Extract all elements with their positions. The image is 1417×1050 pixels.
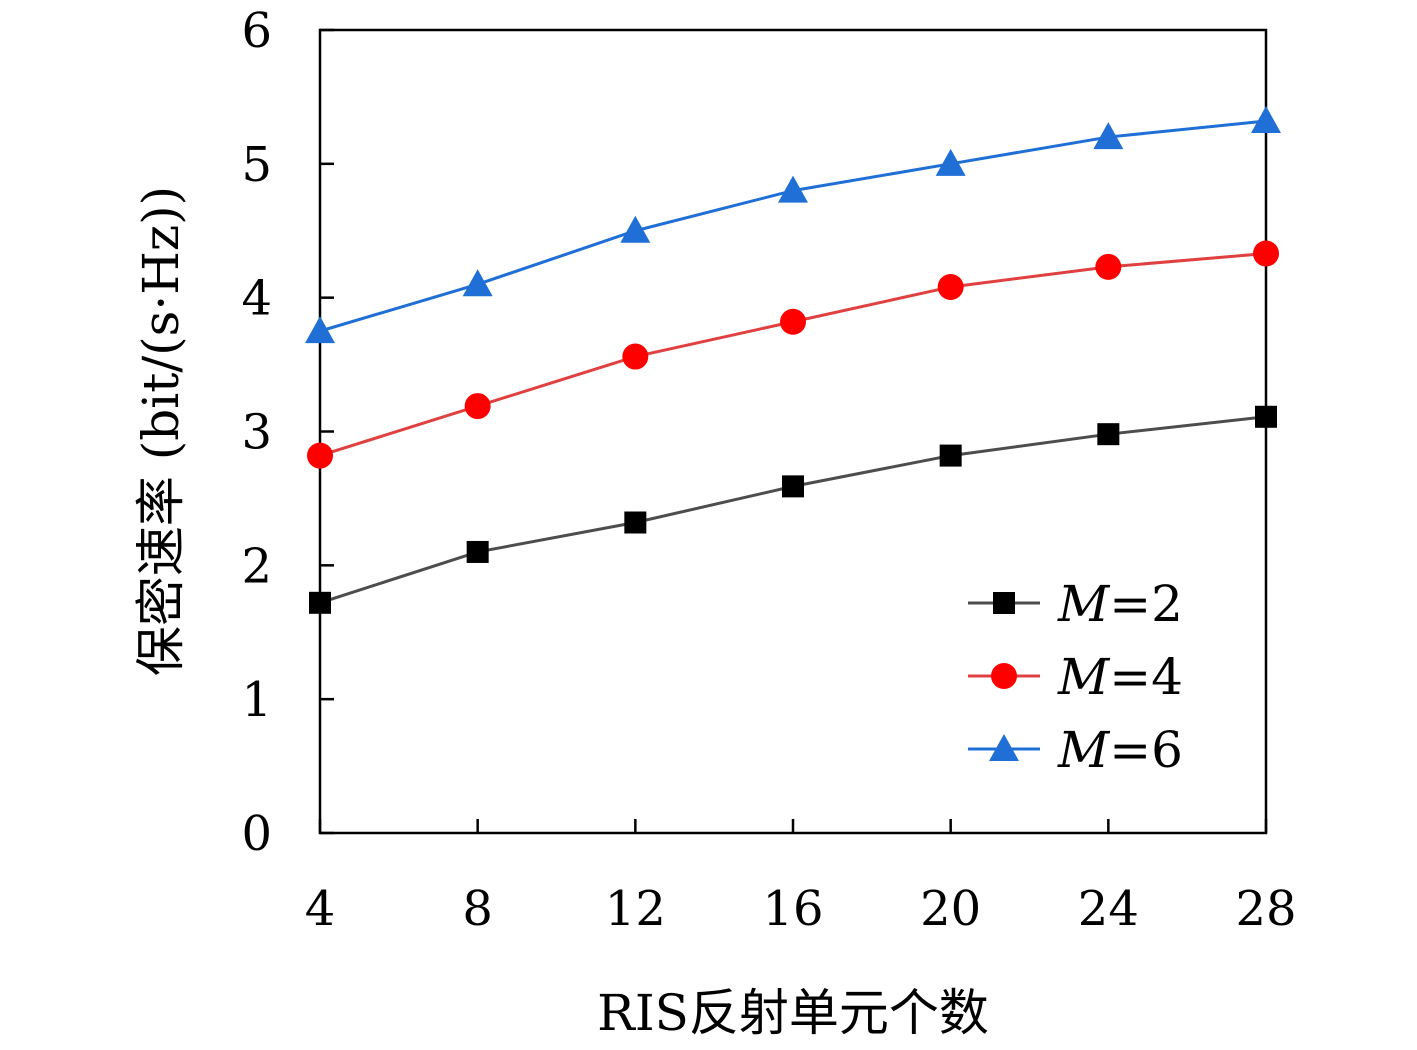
legend: M=2 M=4 M=6 [968,575,1183,779]
series-line-m4 [319,252,1267,458]
data-point-square [1255,405,1277,428]
data-point-circle [464,393,491,420]
x-tick-label: 16 [762,881,823,937]
data-point-triangle [778,175,808,203]
data-point-circle [780,308,806,335]
data-point-circle [622,343,649,370]
data-point-triangle [620,215,651,243]
data-point-square [939,444,962,467]
data-point-square [624,511,647,534]
data-point-square [309,591,331,614]
data-point-triangle [1251,106,1281,134]
series-line-m6 [319,119,1267,333]
y-axis-title: 保密速率 (bit/(s·Hz)) [132,186,190,676]
x-tick-label: 28 [1235,881,1296,937]
data-point-circle [1253,240,1279,267]
y-tick-label: 0 [241,806,272,862]
data-point-square [1097,423,1120,446]
y-tick-label: 2 [241,538,272,594]
legend-marker-circle [991,663,1017,689]
legend-label: M=6 [1057,721,1183,779]
x-tick-label: 4 [305,881,336,937]
data-point-triangle [1093,122,1124,150]
x-axis-title: RIS反射单元个数 [597,984,989,1042]
legend-entry: M=4 [968,648,1183,706]
x-tick-label: 8 [462,881,493,937]
legend-marker-square [993,592,1015,614]
data-point-triangle [935,148,966,176]
x-tick-label: 12 [605,881,666,937]
data-point-square [466,540,489,563]
data-point-circle [937,273,964,300]
legend-marker-triangle [989,734,1019,761]
data-point-circle [1095,253,1122,280]
legend-label: M=2 [1057,575,1183,633]
y-tick-label: 5 [241,137,272,193]
y-tick-label: 4 [241,271,272,327]
legend-entry: M=6 [968,721,1183,779]
x-tick-label: 24 [1078,881,1139,937]
x-tick-label: 20 [920,881,981,937]
data-point-triangle [305,316,335,344]
y-tick-label: 6 [241,3,272,59]
y-tick-label: 1 [241,672,272,728]
legend-label: M=4 [1057,648,1183,706]
data-point-triangle [462,269,493,297]
data-point-circle [307,442,333,469]
y-tick-label: 3 [241,405,272,461]
data-point-square [782,475,804,498]
legend-entry: M=2 [968,575,1183,633]
series-markers [305,106,1281,614]
